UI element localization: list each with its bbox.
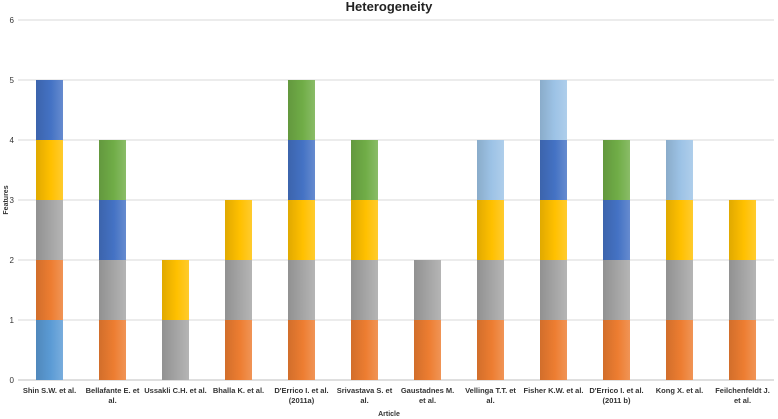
x-tick-label: Ussakli C.H. et al.: [144, 386, 207, 395]
x-tick-label: D'Errico I. et al. (2011 b): [589, 386, 643, 405]
bar-segment: [729, 200, 756, 260]
bar-segment: [540, 260, 567, 320]
bar-segment: [36, 80, 63, 140]
x-tick-label: Feilchenfeldt J. et al.: [715, 386, 770, 405]
x-tick-label: Gaustadnes M. et al.: [401, 386, 454, 405]
bar-segment: [477, 260, 504, 320]
bar-segment: [288, 200, 315, 260]
bar-segment: [414, 260, 441, 320]
x-tick-labels: Shin S.W. et al. Bellafante E. et al. Ussak…: [23, 386, 770, 405]
bar-segment: [729, 320, 756, 380]
bar-segment: [540, 140, 567, 200]
y-tick-label: 0: [10, 376, 15, 385]
bar-segment: [414, 320, 441, 380]
bar-segment: [477, 200, 504, 260]
y-tick-label: 3: [10, 196, 15, 205]
bar-segment: [99, 140, 126, 200]
bar-segment: [99, 260, 126, 320]
y-tick-labels: 0 1 2 3 4 5 6: [10, 16, 15, 385]
bar-segment: [288, 260, 315, 320]
bar-segment: [288, 140, 315, 200]
bar-segment: [603, 140, 630, 200]
bar-segment: [729, 260, 756, 320]
x-tick-label: Bhalla K. et al.: [213, 386, 264, 395]
bar-segment: [540, 200, 567, 260]
bar-segment: [99, 320, 126, 380]
x-tick-label: Fisher K.W. et al.: [523, 386, 583, 395]
bar-segment: [540, 80, 567, 140]
bar-segment: [162, 260, 189, 320]
bar-segment: [540, 320, 567, 380]
bars: [36, 80, 756, 380]
bar-segment: [477, 320, 504, 380]
bar-segment: [603, 200, 630, 260]
bar-segment: [351, 200, 378, 260]
y-axis-title: Features: [3, 185, 10, 214]
bar-segment: [666, 200, 693, 260]
bar-segment: [351, 320, 378, 380]
x-tick-label: Shin S.W. et al.: [23, 386, 76, 395]
y-tick-label: 2: [10, 256, 15, 265]
x-tick-label: Kong X. et al.: [656, 386, 704, 395]
bar-segment: [666, 140, 693, 200]
bar-segment: [36, 140, 63, 200]
gridlines: [18, 19, 774, 381]
bar-segment: [36, 200, 63, 260]
bar-segment: [351, 260, 378, 320]
bar-segment: [225, 260, 252, 320]
y-tick-label: 4: [10, 136, 15, 145]
y-tick-label: 5: [10, 76, 15, 85]
bar-segment: [288, 320, 315, 380]
x-axis-title: Article: [378, 411, 400, 418]
x-tick-label: D'Errico I. et al. (2011a): [274, 386, 328, 405]
x-tick-label: Srivastava S. et al.: [337, 386, 393, 405]
bar-segment: [36, 320, 63, 380]
bar-segment: [351, 140, 378, 200]
x-tick-label: Bellafante E. et al.: [86, 386, 140, 405]
bar-segment: [225, 320, 252, 380]
y-tick-label: 6: [10, 16, 15, 25]
bar-segment: [162, 320, 189, 380]
bar-segment: [666, 320, 693, 380]
bar-segment: [603, 260, 630, 320]
bar-segment: [666, 260, 693, 320]
bar-segment: [477, 140, 504, 200]
bar-segment: [36, 260, 63, 320]
y-tick-label: 1: [10, 316, 15, 325]
chart-title: Heterogeneity: [346, 0, 433, 14]
bar-segment: [225, 200, 252, 260]
bar-segment: [99, 200, 126, 260]
x-tick-label: Vellinga T.T. et al.: [465, 386, 516, 405]
bar-segment: [603, 320, 630, 380]
bar-segment: [288, 80, 315, 140]
